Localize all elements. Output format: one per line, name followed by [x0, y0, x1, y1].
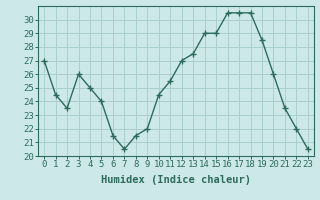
X-axis label: Humidex (Indice chaleur): Humidex (Indice chaleur) — [101, 175, 251, 185]
